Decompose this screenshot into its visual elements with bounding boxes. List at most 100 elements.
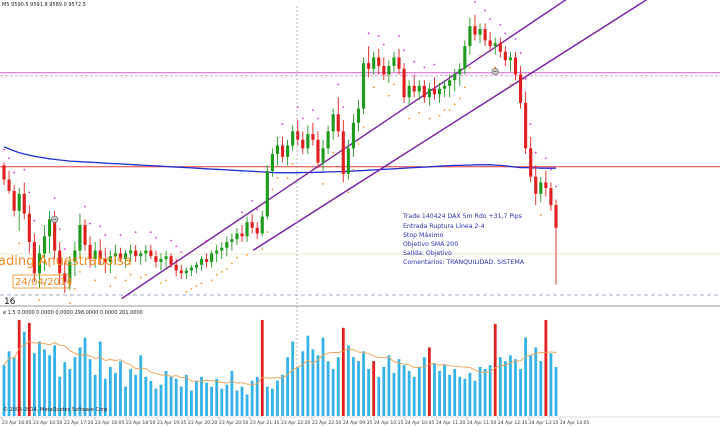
sar-dot: [377, 35, 380, 38]
sar-dot: [246, 253, 248, 256]
volume-bar: [114, 372, 117, 416]
sar-dot: [393, 83, 395, 86]
sar-dot: [210, 279, 213, 282]
sar-dot: [398, 35, 400, 38]
time-tick-label: 24 Apr 14:05: [560, 420, 589, 426]
annotation-line: Entrada Ruptura Línea 2-4: [403, 222, 485, 230]
candle-body: [199, 259, 204, 265]
volume-bar: [433, 363, 436, 416]
symbol-header: M5 9590.5 9591.8 9589.0 9572.5: [2, 2, 86, 8]
sar-dot: [469, 66, 471, 69]
volume-bar: [357, 361, 360, 416]
sma-200-line: [3, 146, 556, 174]
candle-body: [331, 114, 335, 132]
candle-body: [513, 57, 518, 75]
volume-bar: [88, 359, 92, 416]
volume-bar: [412, 376, 416, 416]
sar-dot: [484, 9, 487, 12]
candle-body: [2, 165, 6, 180]
volume-bar: [200, 376, 203, 416]
sar-dot: [129, 273, 132, 276]
sar-dot: [48, 265, 51, 268]
watermark-date-box: [12, 274, 70, 289]
candles-group: [2, 14, 558, 294]
volume-bar: [174, 378, 178, 416]
time-tick-label: 23 Apr 19:35: [157, 420, 186, 426]
sar-dot: [266, 231, 269, 234]
sar-dot: [18, 242, 21, 245]
volume-bar: [346, 345, 350, 416]
candle-body: [139, 253, 143, 257]
volume-bar: [443, 365, 446, 416]
time-tick-label: 23 Apr 16:05: [2, 420, 31, 426]
trend-lines-group[interactable]: [121, 0, 720, 300]
candle-body: [164, 256, 168, 260]
volume-bar: [189, 390, 193, 416]
candle-body: [129, 250, 133, 254]
sar-dot: [474, 1, 476, 3]
candle-body: [508, 57, 512, 61]
volume-bar: [524, 337, 528, 416]
volume-bar: [458, 376, 462, 416]
candle-body: [240, 233, 244, 237]
volume-bar: [407, 370, 411, 416]
sar-dot: [271, 188, 274, 191]
candle-body: [448, 80, 452, 86]
volume-bar: [225, 384, 229, 416]
volume-bar: [164, 370, 168, 416]
annotation-line: Stop Máximo: [403, 231, 444, 239]
sar-dot: [53, 197, 56, 199]
sar-dot: [347, 191, 350, 194]
sar-dot: [544, 157, 547, 160]
volume-bar: [38, 341, 41, 416]
watermark-date: 24/04/2014: [15, 277, 73, 288]
volume-bar: [235, 390, 239, 416]
candle-body: [291, 131, 295, 146]
time-tick-label: 23 Apr 20:20: [188, 420, 217, 426]
annotation-line: Salida: Objetivo: [403, 250, 452, 257]
volume-bar: [134, 374, 138, 416]
sar-dot: [28, 191, 31, 194]
sar-dot: [337, 83, 340, 86]
sar-dot: [539, 214, 542, 216]
volume-bar: [544, 319, 548, 416]
candle-body: [103, 259, 107, 262]
volume-bar: [119, 361, 122, 416]
volume-bar: [12, 357, 16, 416]
volume-bar: [17, 319, 21, 416]
sar-dot: [301, 117, 304, 120]
sar-dot: [438, 114, 441, 117]
candle-body: [275, 145, 280, 154]
sar-dot: [443, 109, 446, 111]
sar-dot: [58, 228, 61, 231]
candle-body: [321, 148, 325, 163]
candle-body: [215, 250, 219, 254]
candle-body: [483, 29, 487, 41]
candle-body: [42, 236, 47, 254]
sar-dot: [38, 299, 41, 302]
candle-body: [407, 85, 411, 98]
sar-dot: [291, 163, 294, 165]
candle-body: [58, 250, 62, 274]
volume-bar: [245, 394, 249, 416]
sar-dot: [119, 234, 122, 236]
sar-dot: [413, 60, 416, 63]
sar-dot: [84, 205, 86, 208]
volume-bar: [68, 368, 72, 416]
candle-body: [179, 270, 183, 274]
candle-body: [498, 43, 502, 52]
volume-bar: [428, 347, 431, 416]
sar-dot: [236, 256, 238, 259]
sar-dot: [165, 279, 167, 282]
volume-bar: [453, 368, 457, 416]
volume-bar: [195, 380, 198, 416]
candle-body: [32, 242, 36, 274]
candle-body: [83, 225, 87, 245]
volume-bar: [554, 367, 558, 416]
volume-bar: [463, 378, 467, 416]
candle-body: [235, 233, 239, 240]
sar-dot: [205, 239, 208, 242]
candle-body: [250, 222, 254, 228]
volume-bar: [296, 367, 300, 416]
